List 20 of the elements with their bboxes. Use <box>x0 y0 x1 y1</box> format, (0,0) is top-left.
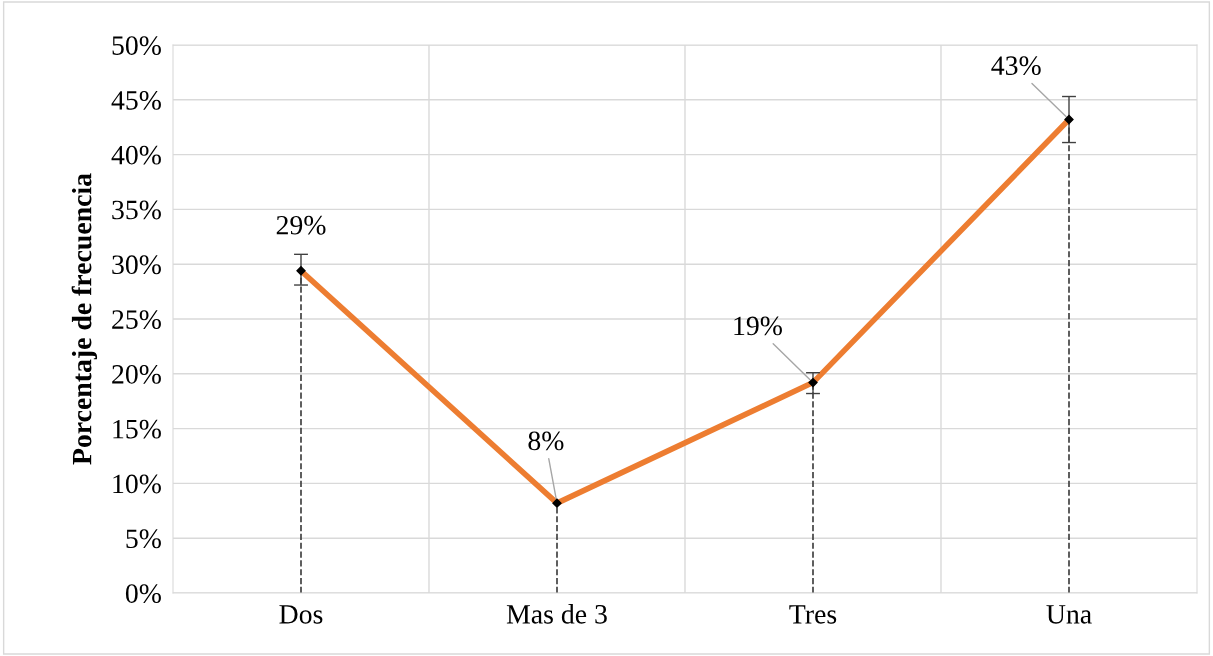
y-tick-label: 25% <box>112 310 161 329</box>
x-tick-label: Mas de 3 <box>506 604 607 624</box>
x-tick-label: Dos <box>279 605 323 624</box>
y-tick-label: 0% <box>125 584 161 603</box>
y-tick-label: 40% <box>111 145 161 165</box>
x-tick-label: Tres <box>789 605 837 624</box>
y-axis-title: Porcentaje de frecuencia <box>71 173 98 465</box>
y-tick-label: 50% <box>112 36 161 55</box>
y-tick-label: 10% <box>113 474 161 494</box>
y-tick-label: 15% <box>113 419 161 439</box>
data-label: 43% <box>991 56 1041 76</box>
y-tick-label: 5% <box>126 529 161 549</box>
x-tick-label: Una <box>1046 605 1092 624</box>
data-label: 19% <box>734 316 782 336</box>
y-tick-label: 20% <box>112 364 161 384</box>
data-label: 29% <box>276 215 326 235</box>
y-tick-label: 30% <box>112 255 161 275</box>
y-tick-label: 35% <box>112 200 161 220</box>
y-tick-label: 45% <box>111 90 161 110</box>
data-label: 8% <box>528 431 564 451</box>
